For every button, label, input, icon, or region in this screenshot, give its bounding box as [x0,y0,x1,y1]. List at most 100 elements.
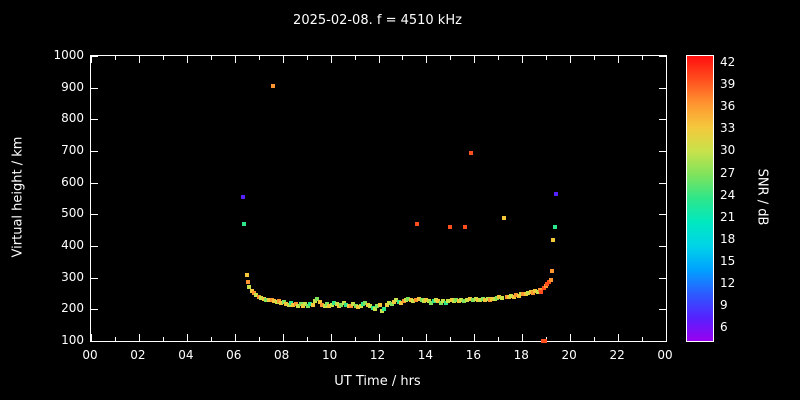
data-point [411,299,416,304]
data-point [414,221,419,226]
data-point [434,297,438,302]
data-point [310,302,315,307]
colorbar-tick-label: 18 [720,231,736,246]
data-point [516,294,521,299]
data-point [356,305,361,310]
axis-tick [659,56,666,57]
data-point [456,299,461,304]
y-tick-label: 1000 [53,48,84,62]
data-point [449,297,454,302]
data-point [539,289,544,294]
data-point [284,301,289,306]
axis-tick [474,334,475,341]
data-point [332,301,337,305]
data-point [384,302,389,307]
data-point [535,289,540,294]
data-point [293,301,298,306]
data-point [468,150,473,155]
axis-tick [307,56,308,60]
data-point [429,301,434,305]
y-tick-label: 200 [61,301,84,316]
axis-tick [91,119,98,120]
y-tick-label: 400 [61,238,84,252]
axis-tick [355,56,356,60]
axis-tick [259,337,260,341]
data-point [339,302,344,307]
axis-tick [659,278,666,279]
y-axis-title: Virtual height / km [10,136,26,258]
data-point [303,302,308,307]
axis-tick [163,56,164,60]
data-point [320,302,325,307]
axis-tick [187,56,188,63]
data-point [465,297,470,302]
chart-title: 2025-02-08. f = 4510 kHz [293,13,462,28]
colorbar-tick-label: 39 [720,77,736,92]
axis-tick [659,88,666,89]
axis-tick [331,56,332,63]
axis-tick [91,151,98,152]
data-point [317,299,322,304]
axis-tick [522,56,523,63]
data-point [426,299,431,304]
axis-tick [355,337,356,341]
data-point [296,303,301,308]
x-tick-label: 10 [321,348,338,362]
data-point [492,297,497,302]
data-point [551,237,556,242]
data-point [422,299,427,304]
data-point [377,302,382,307]
data-point [528,289,533,294]
axis-tick [450,56,451,60]
x-tick-label: 16 [465,348,481,362]
data-point [334,302,339,307]
data-point [313,299,317,304]
data-point [507,295,512,300]
data-point [353,304,358,309]
axis-tick [659,341,666,342]
data-point [242,221,247,226]
data-point [269,297,274,302]
axis-tick [259,56,260,60]
axis-tick [91,183,98,184]
axis-tick [594,337,595,341]
data-point [368,304,373,309]
y-tick-label: 100 [61,333,84,347]
data-point [499,295,504,300]
axis-tick [659,214,666,215]
x-tick-label: 12 [369,348,386,362]
data-point [478,298,483,303]
data-point [552,225,557,229]
data-point [281,300,286,305]
y-tick-label: 700 [61,143,84,157]
data-point [431,299,436,304]
data-point [363,301,368,305]
axis-tick [91,341,98,342]
x-tick-label: 06 [226,348,242,362]
axis-tick [642,337,643,341]
data-point [291,302,296,307]
axis-tick [283,334,284,341]
x-tick-label: 04 [178,348,194,362]
data-point [380,308,385,313]
axis-tick [307,337,308,341]
data-point [261,297,266,302]
axis-tick [211,337,212,341]
data-point [360,302,365,307]
data-point [344,302,349,307]
data-point [254,292,259,297]
data-point [504,294,509,299]
data-point [473,296,478,301]
data-point [406,296,411,301]
colorbar-tick-label: 6 [720,320,728,335]
data-point [327,304,332,309]
y-tick-label: 900 [61,79,84,94]
x-tick-label: 00 [657,348,673,362]
axis-tick [659,119,666,120]
axis-tick [283,56,284,63]
data-point [443,301,448,305]
data-point [245,280,250,285]
axis-tick [91,88,98,89]
axis-tick [187,334,188,341]
x-tick-label: 22 [609,348,625,362]
